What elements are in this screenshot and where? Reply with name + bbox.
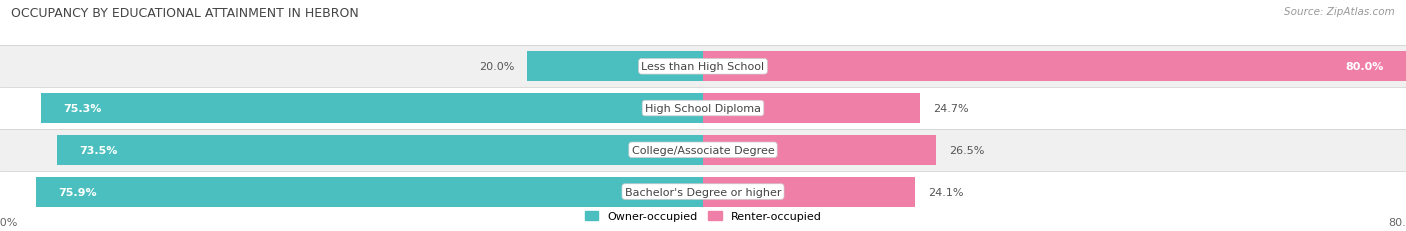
Text: 24.7%: 24.7% (934, 103, 969, 114)
Bar (37, 177, 703, 207)
Text: 75.9%: 75.9% (58, 187, 97, 197)
Text: 73.5%: 73.5% (79, 145, 118, 155)
Text: Source: ZipAtlas.com: Source: ZipAtlas.com (1284, 7, 1395, 17)
Legend: Owner-occupied, Renter-occupied: Owner-occupied, Renter-occupied (581, 206, 825, 225)
Bar (527, 52, 703, 82)
Bar (0, 88, 1406, 129)
Text: 75.3%: 75.3% (63, 103, 101, 114)
Bar (703, 135, 936, 165)
Text: 24.1%: 24.1% (928, 187, 963, 197)
Text: 26.5%: 26.5% (949, 145, 984, 155)
Text: 20.0%: 20.0% (478, 62, 515, 72)
Bar (703, 52, 1406, 82)
Text: OCCUPANCY BY EDUCATIONAL ATTAINMENT IN HEBRON: OCCUPANCY BY EDUCATIONAL ATTAINMENT IN H… (11, 7, 359, 20)
Bar (703, 94, 920, 124)
Text: Less than High School: Less than High School (641, 62, 765, 72)
Text: High School Diploma: High School Diploma (645, 103, 761, 114)
Text: College/Associate Degree: College/Associate Degree (631, 145, 775, 155)
Bar (41, 94, 703, 124)
Bar (0, 129, 1406, 171)
Bar (0, 46, 1406, 88)
Bar (703, 177, 915, 207)
Bar (58, 135, 703, 165)
Bar (0, 171, 1406, 213)
Text: 80.0%: 80.0% (1346, 62, 1384, 72)
Text: Bachelor's Degree or higher: Bachelor's Degree or higher (624, 187, 782, 197)
